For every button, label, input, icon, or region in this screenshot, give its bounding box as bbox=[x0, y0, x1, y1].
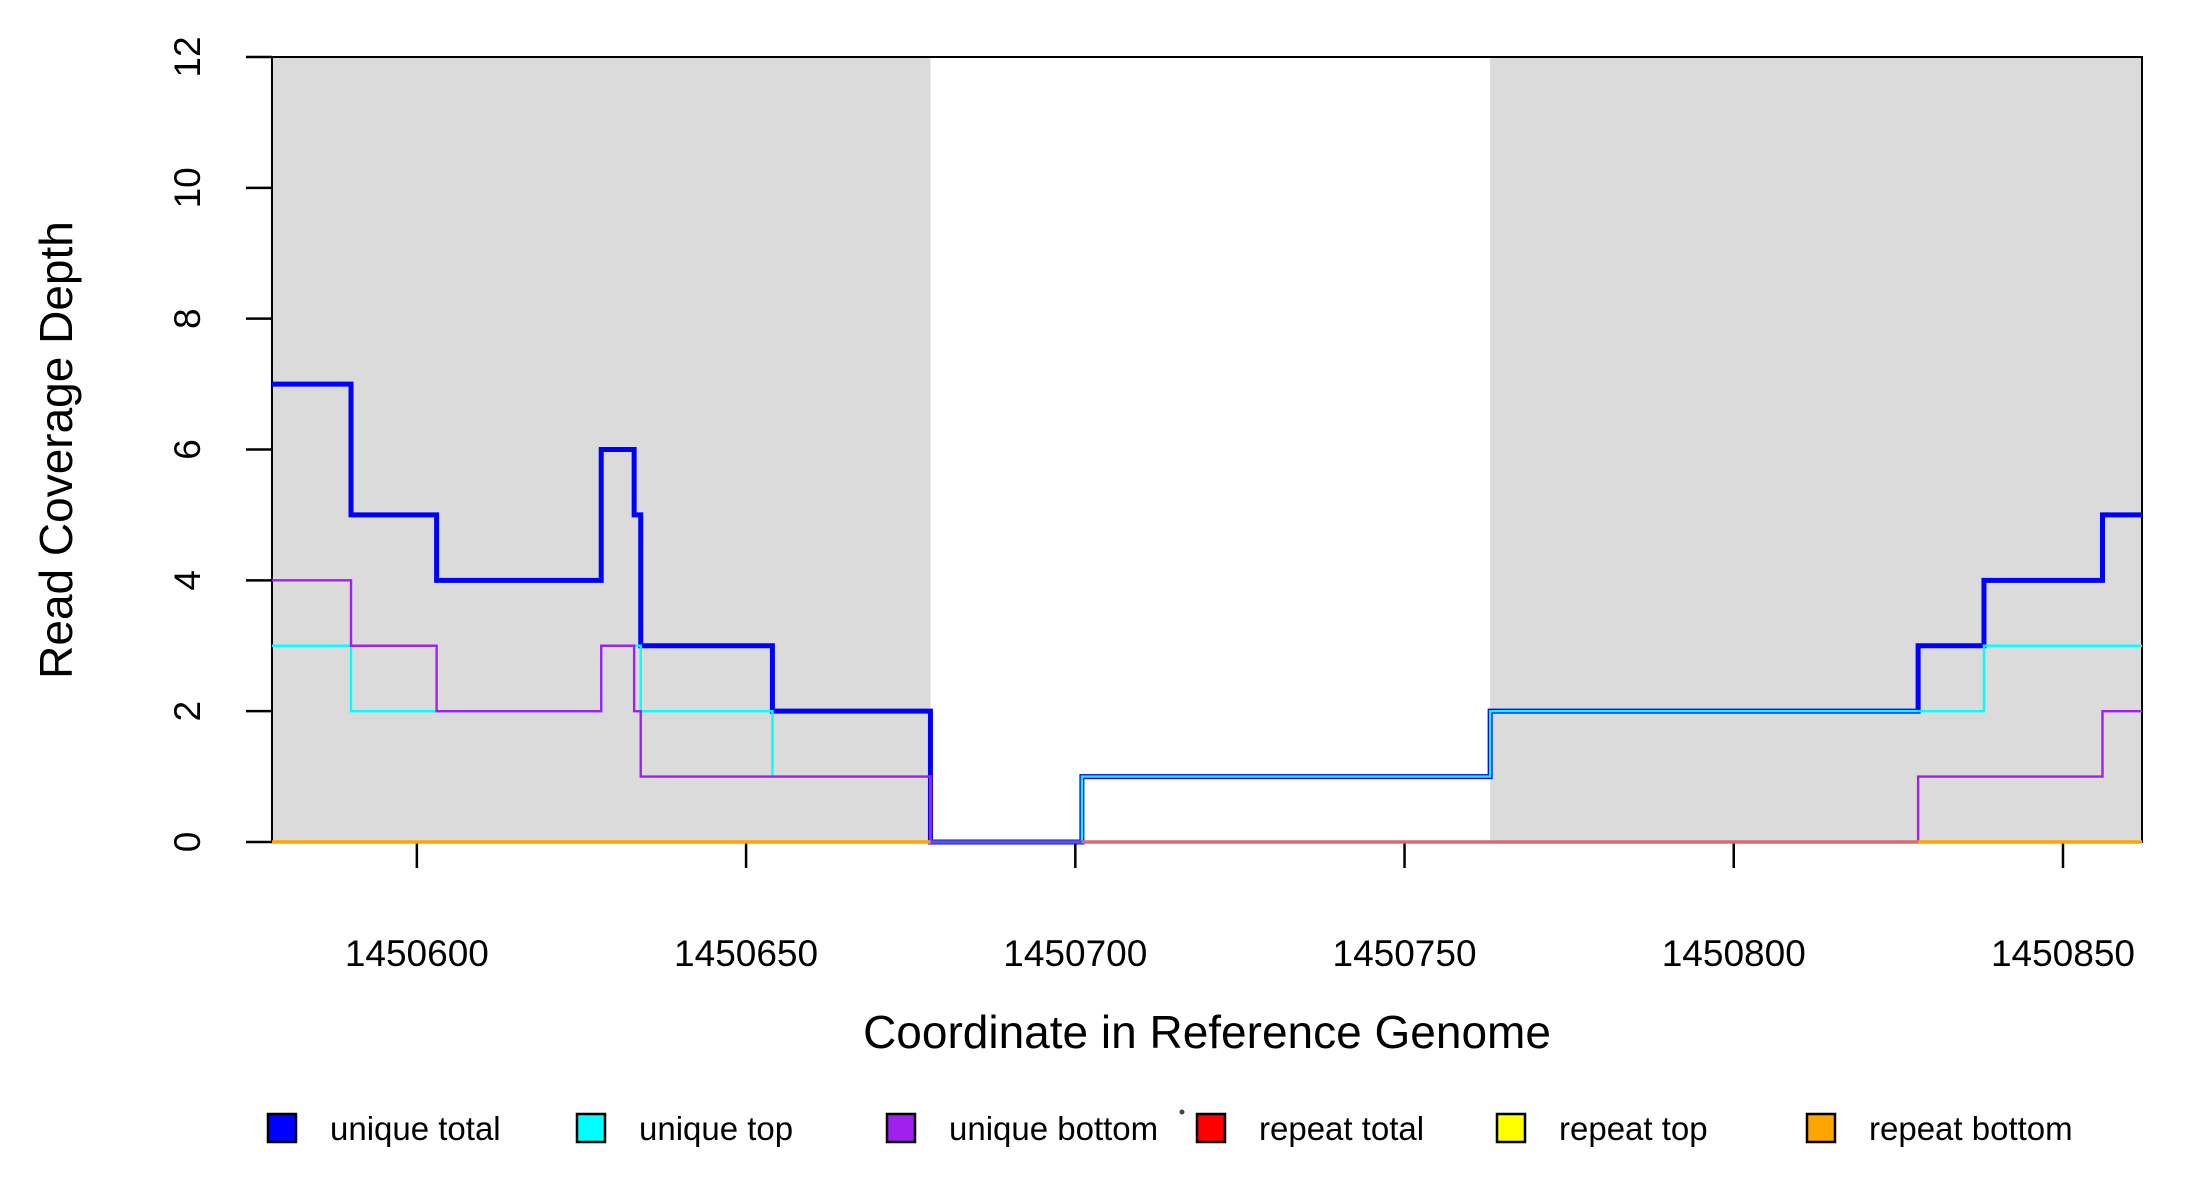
legend-swatch-repeat-top bbox=[1495, 1112, 1527, 1144]
legend-label-repeat-bottom: repeat bottom bbox=[1869, 1110, 2073, 1147]
y-tick-label: 6 bbox=[167, 439, 208, 460]
x-tick-label: 1450800 bbox=[1662, 933, 1806, 974]
y-tick-label: 4 bbox=[167, 570, 208, 591]
x-tick-label: 1450750 bbox=[1333, 933, 1477, 974]
legend-label-repeat-top: repeat top bbox=[1559, 1110, 1708, 1147]
legend-label-unique-bottom: unique bottom bbox=[949, 1110, 1158, 1147]
x-tick-label: 1450700 bbox=[1003, 933, 1147, 974]
legend-label-unique-top: unique top bbox=[639, 1110, 793, 1147]
y-tick-label: 0 bbox=[167, 832, 208, 853]
y-axis-title: Read Coverage Depth bbox=[30, 221, 82, 679]
legend-swatch-repeat-bottom bbox=[1805, 1112, 1837, 1144]
legend-swatch-unique-bottom bbox=[885, 1112, 917, 1144]
y-tick-label: 12 bbox=[167, 36, 208, 77]
legend-swatch-unique-total bbox=[266, 1112, 298, 1144]
legend-swatch-repeat-total bbox=[1195, 1112, 1227, 1144]
series-unique-total-line bbox=[272, 381, 2142, 845]
legend-label-unique-total: unique total bbox=[330, 1110, 501, 1147]
shaded-region bbox=[1490, 57, 2142, 842]
x-axis-title: Coordinate in Reference Genome bbox=[863, 1006, 1551, 1058]
legend: unique total unique top unique bottom repea… bbox=[266, 1109, 2073, 1147]
legend-swatch-unique-top bbox=[575, 1112, 607, 1144]
legend-label-repeat-total: repeat total bbox=[1259, 1110, 1424, 1147]
x-tick-label: 1450650 bbox=[674, 933, 818, 974]
series-unique-bottom-line bbox=[272, 579, 2142, 844]
y-tick-label: 8 bbox=[167, 308, 208, 329]
artifact-dot bbox=[1179, 1109, 1185, 1115]
x-tick-label: 1450600 bbox=[345, 933, 489, 974]
x-tick-label: 1450850 bbox=[1991, 933, 2135, 974]
y-tick-label: 2 bbox=[167, 701, 208, 722]
y-tick-label: 10 bbox=[167, 167, 208, 208]
